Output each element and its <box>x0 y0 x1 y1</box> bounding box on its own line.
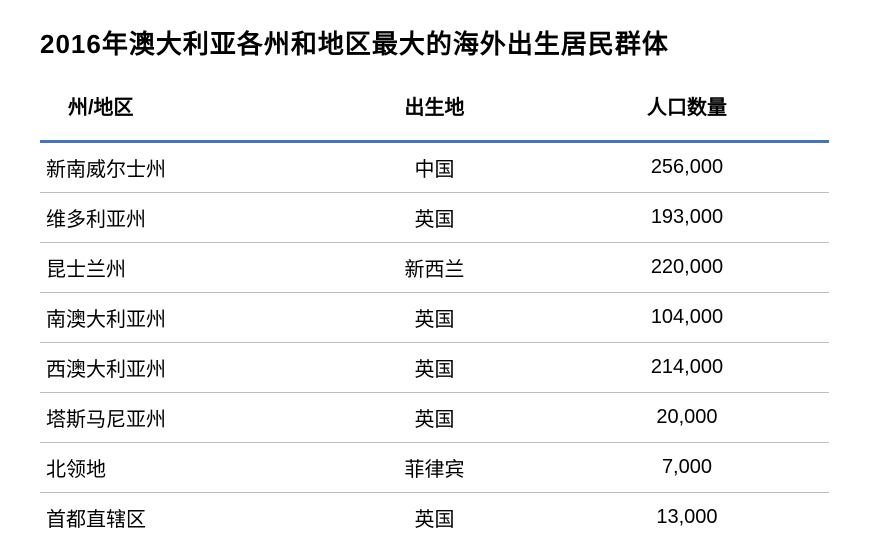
cell-state: 塔斯马尼亚州 <box>40 393 324 443</box>
cell-origin: 英国 <box>324 493 545 543</box>
col-header-pop: 人口数量 <box>545 79 829 142</box>
cell-pop: 104,000 <box>545 293 829 343</box>
table-header-row: 州/地区 出生地 人口数量 <box>40 79 829 142</box>
table-row: 北领地菲律宾7,000 <box>40 443 829 493</box>
cell-state: 北领地 <box>40 443 324 493</box>
table-row: 昆士兰州新西兰220,000 <box>40 243 829 293</box>
cell-pop: 20,000 <box>545 393 829 443</box>
cell-origin: 新西兰 <box>324 243 545 293</box>
cell-origin: 英国 <box>324 293 545 343</box>
table-row: 维多利亚州英国193,000 <box>40 193 829 243</box>
cell-state: 首都直辖区 <box>40 493 324 543</box>
cell-state: 昆士兰州 <box>40 243 324 293</box>
cell-origin: 英国 <box>324 393 545 443</box>
population-table: 州/地区 出生地 人口数量 新南威尔士州中国256,000维多利亚州英国193,… <box>40 79 829 542</box>
cell-origin: 英国 <box>324 193 545 243</box>
cell-pop: 256,000 <box>545 142 829 193</box>
cell-state: 维多利亚州 <box>40 193 324 243</box>
cell-pop: 13,000 <box>545 493 829 543</box>
cell-origin: 英国 <box>324 343 545 393</box>
cell-pop: 214,000 <box>545 343 829 393</box>
col-header-state: 州/地区 <box>40 79 324 142</box>
cell-state: 南澳大利亚州 <box>40 293 324 343</box>
cell-state: 西澳大利亚州 <box>40 343 324 393</box>
col-header-origin: 出生地 <box>324 79 545 142</box>
cell-origin: 中国 <box>324 142 545 193</box>
table-row: 西澳大利亚州英国214,000 <box>40 343 829 393</box>
page-title: 2016年澳大利亚各州和地区最大的海外出生居民群体 <box>40 24 829 61</box>
cell-origin: 菲律宾 <box>324 443 545 493</box>
table-row: 新南威尔士州中国256,000 <box>40 142 829 193</box>
table-row: 塔斯马尼亚州英国20,000 <box>40 393 829 443</box>
table-row: 首都直辖区英国13,000 <box>40 493 829 543</box>
table-row: 南澳大利亚州英国104,000 <box>40 293 829 343</box>
cell-pop: 193,000 <box>545 193 829 243</box>
cell-state: 新南威尔士州 <box>40 142 324 193</box>
cell-pop: 220,000 <box>545 243 829 293</box>
table-container: 2016年澳大利亚各州和地区最大的海外出生居民群体 州/地区 出生地 人口数量 … <box>0 0 869 542</box>
cell-pop: 7,000 <box>545 443 829 493</box>
